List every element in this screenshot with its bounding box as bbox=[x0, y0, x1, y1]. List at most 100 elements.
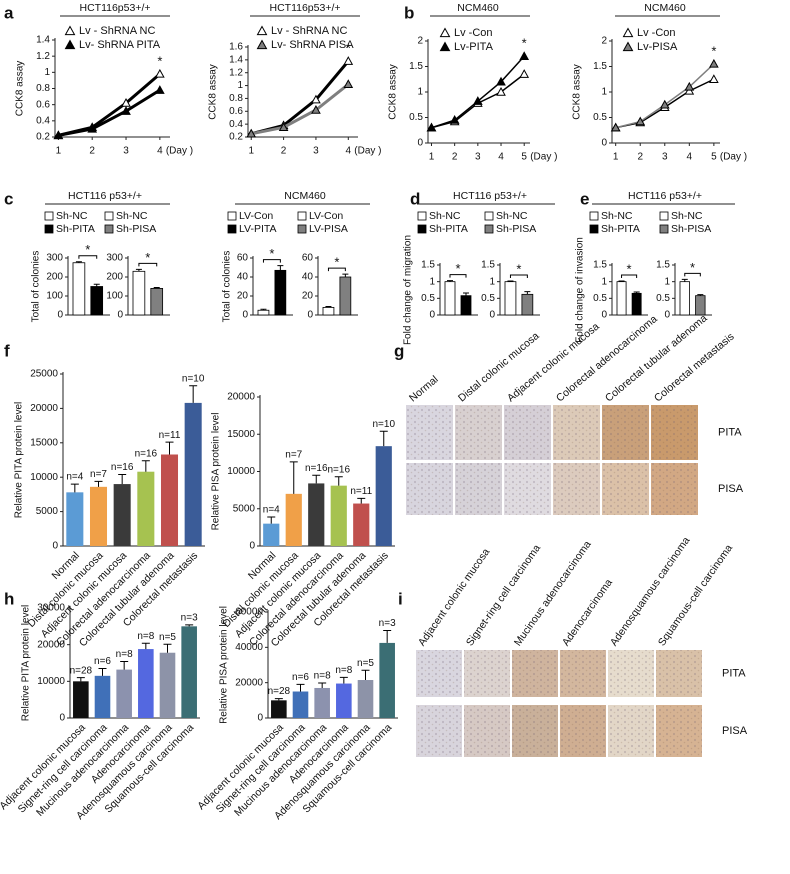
legend-marker bbox=[439, 27, 451, 38]
error-bar bbox=[274, 698, 283, 701]
point-marker bbox=[155, 68, 165, 78]
significance: * bbox=[690, 260, 695, 275]
significance: * bbox=[516, 261, 521, 276]
legend-label: Lv- ShRNA PITA bbox=[79, 39, 161, 51]
y-axis-label: CCK8 assay bbox=[388, 64, 399, 120]
bar bbox=[72, 262, 86, 316]
point-marker bbox=[53, 130, 64, 140]
micrograph-texture bbox=[504, 463, 551, 515]
y-tick-label: 1.5 bbox=[481, 260, 495, 271]
significance: * bbox=[269, 246, 274, 261]
error-bar bbox=[379, 430, 388, 447]
column-label: Colorectal metastasis bbox=[652, 331, 737, 405]
error-bar bbox=[447, 280, 453, 282]
point-marker bbox=[659, 99, 670, 109]
y-axis-label: Fold change of invasion bbox=[575, 237, 586, 343]
n-label: n=8 bbox=[116, 649, 133, 660]
bar bbox=[271, 700, 287, 718]
bar bbox=[89, 486, 108, 546]
significance-bracket bbox=[78, 255, 98, 259]
y-tick-label: 2 bbox=[417, 36, 423, 47]
error-bar bbox=[163, 643, 172, 653]
point-marker bbox=[87, 123, 98, 133]
y-tick-label: 10000 bbox=[37, 676, 65, 687]
n-label: n=8 bbox=[137, 631, 154, 642]
significance: * bbox=[522, 36, 527, 51]
significance-bracket bbox=[262, 259, 281, 263]
series-line bbox=[615, 63, 715, 129]
y-tick-label: 0 bbox=[59, 713, 65, 724]
y-tick-label: 0 bbox=[601, 310, 607, 321]
row-label: PITA bbox=[722, 667, 746, 679]
legend-swatch bbox=[589, 211, 599, 221]
point-marker bbox=[343, 79, 354, 88]
micrograph-texture bbox=[560, 650, 606, 697]
y-tick-label: 0 bbox=[664, 310, 670, 321]
point-marker bbox=[635, 116, 646, 126]
n-label: n=28 bbox=[70, 665, 93, 676]
micrograph-texture bbox=[553, 463, 600, 515]
n-label: n=8 bbox=[335, 665, 352, 676]
y-tick-label: 1.2 bbox=[229, 67, 243, 78]
y-tick-label: 5000 bbox=[233, 503, 256, 514]
legend-swatch bbox=[417, 211, 427, 221]
y-tick-label: 300 bbox=[46, 253, 63, 264]
y-tick-label: 30000 bbox=[37, 603, 65, 614]
point-marker bbox=[311, 104, 321, 114]
chart-title: HCT116 p53+/+ bbox=[453, 190, 527, 202]
bar bbox=[339, 276, 352, 316]
legend-swatch bbox=[589, 224, 599, 234]
y-tick-label: 300 bbox=[106, 253, 123, 264]
y-tick-label: 1 bbox=[664, 276, 670, 287]
y-tick-label: 1.4 bbox=[36, 35, 50, 46]
point-marker bbox=[278, 122, 289, 132]
x-tick-label: Adjacent colonic mucosa bbox=[195, 721, 286, 812]
x-tick-label: 3 bbox=[123, 146, 129, 157]
bar bbox=[357, 680, 374, 718]
n-label: n=16 bbox=[135, 448, 158, 459]
bar bbox=[285, 493, 302, 546]
y-axis-label: CCK8 assay bbox=[208, 64, 219, 120]
significance: * bbox=[85, 242, 90, 257]
significance: * bbox=[157, 53, 162, 68]
legend-swatch bbox=[659, 224, 669, 234]
bar bbox=[73, 681, 89, 718]
y-tick-label: 0.5 bbox=[593, 293, 607, 304]
column-label: Adenosquamous carcinoma bbox=[608, 535, 693, 649]
x-tick-label: 1 bbox=[248, 146, 254, 157]
significance: * bbox=[455, 261, 460, 276]
error-bar bbox=[98, 668, 107, 676]
y-axis-label: CCK8 assay bbox=[15, 61, 26, 117]
bar bbox=[257, 309, 270, 316]
y-tick-label: 1 bbox=[601, 276, 607, 287]
x-axis-label: (Day ) bbox=[354, 146, 381, 157]
significance-bracket bbox=[449, 274, 467, 278]
n-label: n=5 bbox=[357, 658, 374, 669]
y-tick-label: 1 bbox=[44, 67, 50, 78]
legend-label: Sh-NC bbox=[429, 210, 461, 222]
error-bar bbox=[633, 291, 640, 294]
series-line bbox=[250, 83, 350, 136]
y-tick-label: 0.5 bbox=[656, 293, 670, 304]
y-tick-label: 200 bbox=[46, 272, 63, 283]
bar bbox=[292, 691, 309, 718]
error-bar bbox=[277, 265, 284, 271]
y-tick-label: 100 bbox=[106, 291, 123, 302]
legend-label: Lv -Con bbox=[454, 27, 493, 39]
y-tick-label: 20000 bbox=[30, 403, 58, 414]
bar bbox=[375, 446, 392, 546]
y-axis-label: Relative PISA protein level bbox=[219, 606, 230, 724]
x-tick-label: 2 bbox=[281, 146, 287, 157]
y-axis-label: CCK8 assay bbox=[572, 64, 583, 120]
x-tick-label: 1 bbox=[429, 152, 435, 163]
error-bar bbox=[289, 461, 298, 494]
error-bar bbox=[153, 286, 160, 289]
y-tick-label: 0 bbox=[257, 713, 263, 724]
bar bbox=[521, 293, 534, 316]
y-tick-label: 40 bbox=[302, 272, 314, 283]
y-axis-label: Relative PITA protein level bbox=[21, 605, 32, 722]
y-axis-label: Total of colonies bbox=[222, 251, 233, 323]
legend-label: Lv-PISA bbox=[637, 41, 678, 53]
panel-label: h bbox=[4, 589, 14, 608]
y-tick-label: 10000 bbox=[227, 466, 255, 477]
